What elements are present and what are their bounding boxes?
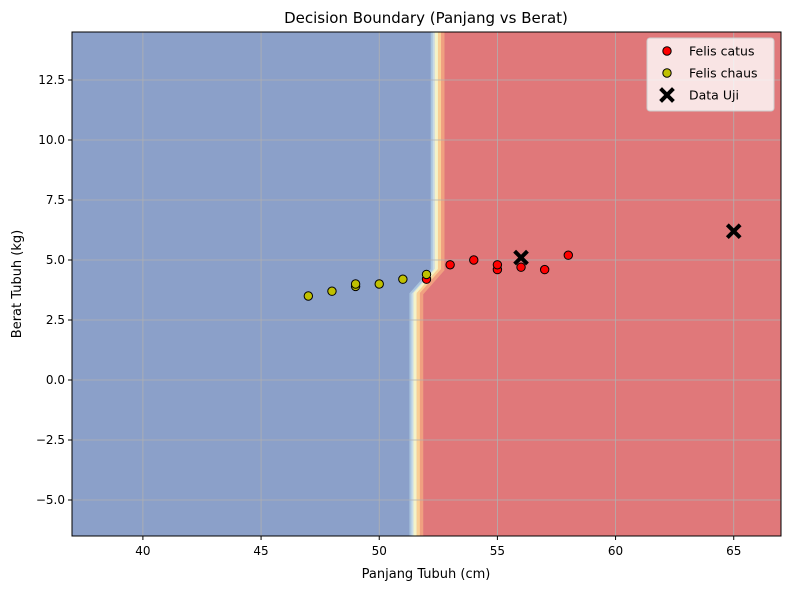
y-axis-ticks: −5.0 −2.5 0.0 2.5 5.0 7.5 10.0 12.5 [36,73,72,507]
y-tick-label: 0.0 [46,373,65,387]
felis-chaus-point [327,286,337,296]
decision-regions [72,32,781,536]
y-tick-label: 10.0 [38,133,65,147]
boundary-band [419,32,445,536]
felis-catus-point [445,260,455,270]
legend: Felis catus Felis chaus Data Uji [646,37,775,112]
legend-marker-felis-chaus [662,68,672,78]
y-axis-label: Berat Tubuh (kg) [10,230,25,338]
y-tick-label: 12.5 [38,73,65,87]
legend-label-felis-catus: Felis catus [689,44,755,59]
x-tick-label: 45 [253,544,268,558]
x-tick-label: 60 [608,544,623,558]
felis-catus-point [563,250,573,260]
chart-title: Decision Boundary (Panjang vs Berat) [284,9,568,27]
felis-catus-point [492,260,503,270]
felis-chaus-point [398,274,408,284]
boundary-edge [409,32,433,536]
legend-box [646,37,775,112]
legend-label-felis-chaus: Felis chaus [689,66,758,81]
data-points [303,223,742,301]
x-axis-label: Panjang Tubuh (cm) [362,567,491,582]
right-region [409,32,781,536]
legend-label-data-uji: Data Uji [689,88,739,103]
data-uji-point [513,249,529,266]
felis-chaus-point [350,279,361,289]
plot-frame [71,31,782,537]
grid-lines [72,32,781,536]
data-uji-point [725,223,742,240]
y-tick-label: 5.0 [46,253,65,267]
x-tick-label: 65 [726,544,741,558]
plot-area [72,32,781,536]
felis-catus-point [469,255,479,265]
y-tick-label: 2.5 [46,313,65,327]
y-tick-label: −5.0 [36,493,65,507]
felis-chaus-point [374,279,384,289]
legend-marker-data-uji [659,87,675,103]
x-tick-label: 55 [490,544,505,558]
y-tick-label: 7.5 [46,193,65,207]
x-axis-ticks: 40 45 50 55 60 65 [135,536,741,558]
x-tick-label: 50 [372,544,387,558]
x-tick-label: 40 [135,544,150,558]
felis-catus-point [516,262,526,272]
y-tick-label: −2.5 [36,433,65,447]
legend-marker-felis-catus [662,46,672,56]
felis-catus-point [539,264,550,275]
felis-chaus-point [303,291,314,301]
felis-chaus-point [421,269,432,280]
